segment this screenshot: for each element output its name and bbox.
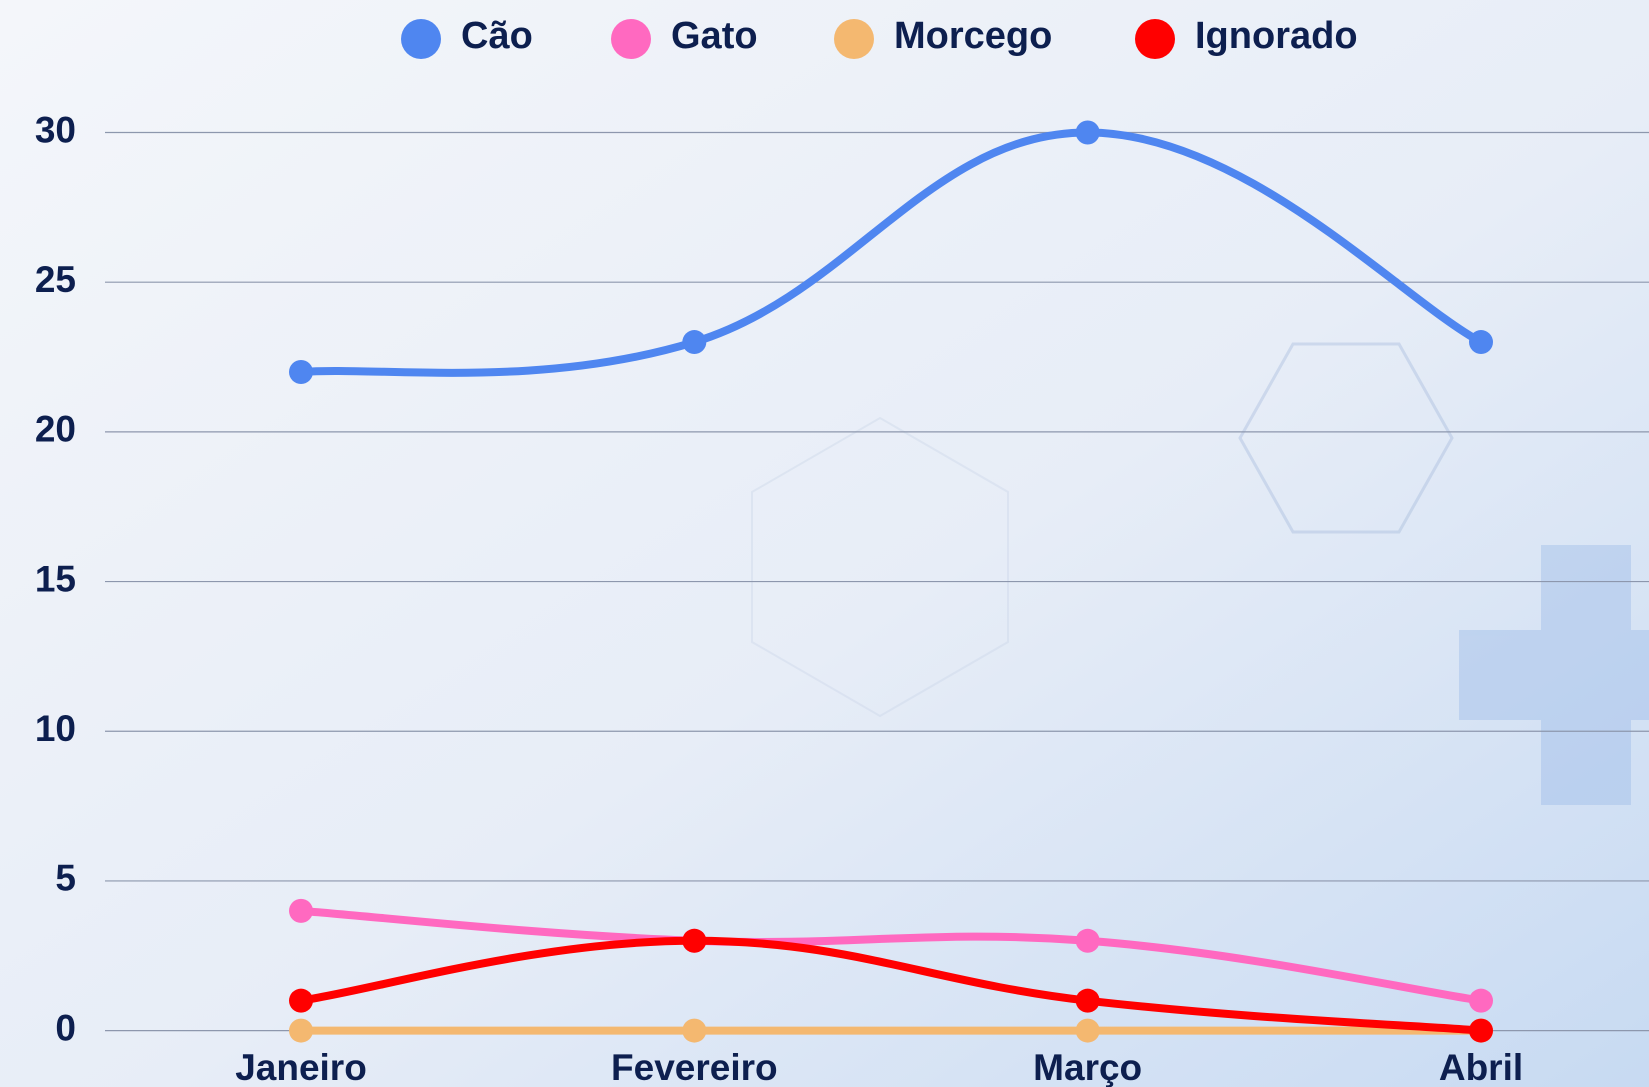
data-point (289, 989, 313, 1013)
legend-label: Gato (671, 15, 758, 57)
y-tick-label: 5 (55, 858, 76, 899)
x-tick-label: Janeiro (235, 1047, 367, 1087)
data-point (289, 899, 313, 923)
data-point (1469, 1019, 1493, 1043)
legend-label: Morcego (894, 15, 1052, 57)
data-point (682, 1019, 706, 1043)
data-point (1076, 989, 1100, 1013)
background (0, 0, 1649, 1087)
x-tick-label: Abril (1439, 1047, 1523, 1087)
legend-label: Ignorado (1195, 15, 1358, 57)
data-point (1076, 121, 1100, 145)
legend-marker (401, 19, 441, 59)
data-point (1076, 1019, 1100, 1043)
data-point (1469, 989, 1493, 1013)
chart: 0 5 10 15 20 25 30 Janeiro Fevereiro Março Abril Cã… (0, 0, 1649, 1087)
y-tick-label: 0 (55, 1007, 76, 1048)
legend-marker (1135, 19, 1175, 59)
legend-marker (834, 19, 874, 59)
y-tick-label: 10 (35, 708, 76, 749)
y-tick-label: 30 (35, 109, 76, 150)
x-tick-label: Março (1033, 1047, 1142, 1087)
y-tick-label: 15 (35, 558, 76, 599)
legend-marker (611, 19, 651, 59)
data-point (289, 360, 313, 384)
data-point (682, 330, 706, 354)
y-tick-label: 20 (35, 409, 76, 450)
data-point (682, 929, 706, 953)
data-point (1469, 330, 1493, 354)
legend-label: Cão (461, 15, 533, 57)
data-point (289, 1019, 313, 1043)
y-tick-label: 25 (35, 259, 76, 300)
data-point (1076, 929, 1100, 953)
x-tick-label: Fevereiro (611, 1047, 778, 1087)
